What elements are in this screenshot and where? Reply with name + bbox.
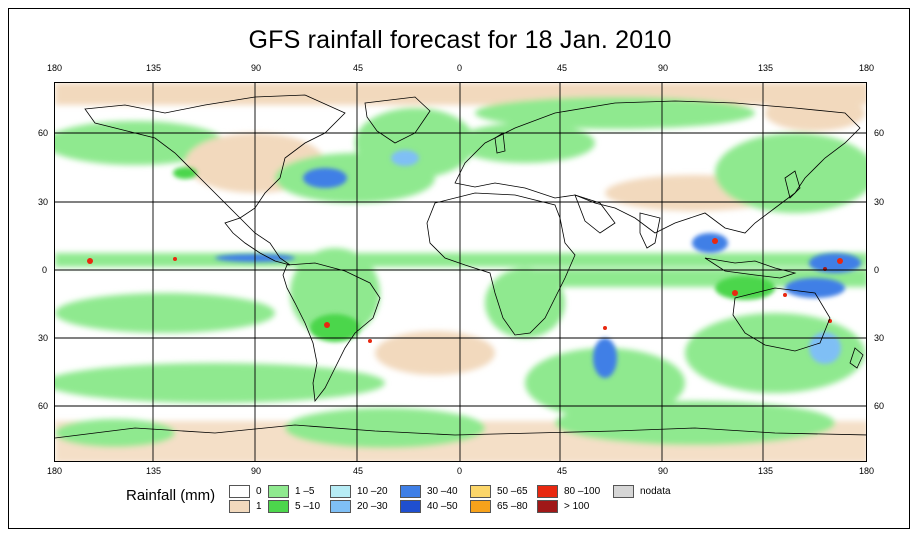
lon-tick-top: 45 — [557, 63, 568, 73]
coastlines — [55, 94, 866, 439]
legend-label-3: 5 –10 — [295, 501, 321, 512]
lon-tick-top: 90 — [251, 63, 262, 73]
legend-label-5: 20 –30 — [357, 501, 388, 512]
legend-label-2: 1 –5 — [295, 486, 315, 497]
legend-swatch-4 — [330, 485, 351, 498]
lon-tick-bottom: 45 — [353, 466, 364, 476]
legend-label-12: nodata — [640, 486, 671, 497]
legend-swatch-1 — [229, 500, 250, 513]
legend-label-10: 80 –100 — [564, 486, 601, 497]
lon-tick-bottom: 0 — [457, 466, 463, 476]
lon-tick-top: 90 — [658, 63, 669, 73]
legend-swatch-11 — [537, 500, 558, 513]
legend-label-0: 0 — [256, 486, 262, 497]
lon-tick-bottom: 45 — [557, 466, 568, 476]
rainfall-light-bands — [55, 83, 866, 461]
lon-tick-top: 180 — [47, 63, 63, 73]
legend-swatch-6 — [400, 485, 421, 498]
legend-label-1: 1 — [256, 501, 262, 512]
lon-tick-top: 0 — [457, 63, 463, 73]
legend-swatch-7 — [400, 500, 421, 513]
legend-label-6: 30 –40 — [427, 486, 458, 497]
lat-tick-right: 30 — [874, 197, 885, 207]
legend-label-4: 10 –20 — [357, 486, 388, 497]
legend-swatch-10 — [537, 485, 558, 498]
lat-tick-right: 60 — [874, 128, 885, 138]
legend-swatch-9 — [470, 500, 491, 513]
legend-swatch-0 — [229, 485, 250, 498]
legend-label-11: > 100 — [564, 501, 590, 512]
lon-tick-bottom: 135 — [758, 466, 774, 476]
map-title: GFS rainfall forecast for 18 Jan. 2010 — [248, 26, 672, 54]
lon-tick-bottom: 180 — [47, 466, 63, 476]
lat-tick-right: 0 — [874, 265, 880, 275]
legend-label-7: 40 –50 — [427, 501, 458, 512]
legend-swatch-12 — [613, 485, 634, 498]
world-rainfall-map — [54, 82, 867, 462]
legend-swatch-2 — [268, 485, 289, 498]
legend-swatch-8 — [470, 485, 491, 498]
lon-tick-bottom: 90 — [251, 466, 262, 476]
rainfall-extreme-cells — [87, 238, 843, 343]
rainfall-heavy-cells — [173, 150, 861, 378]
lat-tick-left: 0 — [42, 265, 48, 275]
legend-title: Rainfall (mm) — [126, 487, 216, 504]
figure-frame — [8, 8, 910, 529]
lon-tick-bottom: 180 — [859, 466, 875, 476]
lon-tick-top: 135 — [146, 63, 162, 73]
lon-tick-top: 135 — [758, 63, 774, 73]
lat-tick-left: 60 — [38, 401, 49, 411]
map-svg — [55, 83, 866, 461]
lat-tick-left: 30 — [38, 197, 49, 207]
graticule — [55, 83, 866, 461]
lat-tick-left: 30 — [38, 333, 49, 343]
legend-swatch-5 — [330, 500, 351, 513]
lon-tick-bottom: 90 — [658, 466, 669, 476]
lon-tick-bottom: 135 — [146, 466, 162, 476]
legend-label-8: 50 –65 — [497, 486, 528, 497]
lat-tick-right: 30 — [874, 333, 885, 343]
lon-tick-top: 180 — [859, 63, 875, 73]
legend-swatch-3 — [268, 500, 289, 513]
lat-tick-left: 60 — [38, 128, 49, 138]
lat-tick-right: 60 — [874, 401, 885, 411]
lon-tick-top: 45 — [353, 63, 364, 73]
legend-label-9: 65 –80 — [497, 501, 528, 512]
